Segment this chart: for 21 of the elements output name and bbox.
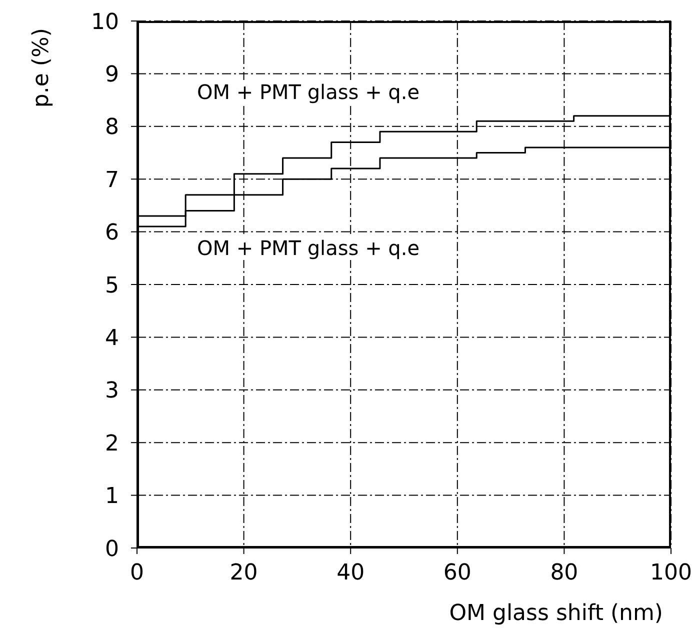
y-tick-label: 5: [105, 273, 119, 298]
y-tick-label: 0: [105, 536, 119, 562]
x-tick-label: 20: [230, 560, 258, 586]
x-tick-label: 100: [650, 560, 692, 586]
y-tick-label: 8: [105, 115, 119, 140]
y-tick-label: 4: [105, 326, 119, 352]
annotation: OM + PMT glass + q.e: [195, 236, 422, 260]
x-axis-title: OM glass shift (nm): [449, 601, 663, 626]
y-tick-label: 7: [105, 168, 119, 193]
y-tick-label: 9: [105, 62, 119, 88]
x-tick-label: 60: [443, 560, 472, 586]
y-axis-title: p.e (%): [29, 28, 54, 108]
x-tick-label: 0: [130, 560, 144, 586]
y-tick-label: 1: [105, 484, 119, 510]
y-tick-label: 6: [105, 220, 119, 246]
y-tick-label: 10: [91, 10, 119, 35]
y-tick-label: 3: [105, 378, 119, 404]
annotation: OM + PMT glass + q.e: [195, 80, 422, 104]
x-tick-label: 40: [336, 560, 365, 586]
y-tick-label: 2: [105, 431, 119, 456]
x-tick-label: 80: [550, 560, 578, 586]
